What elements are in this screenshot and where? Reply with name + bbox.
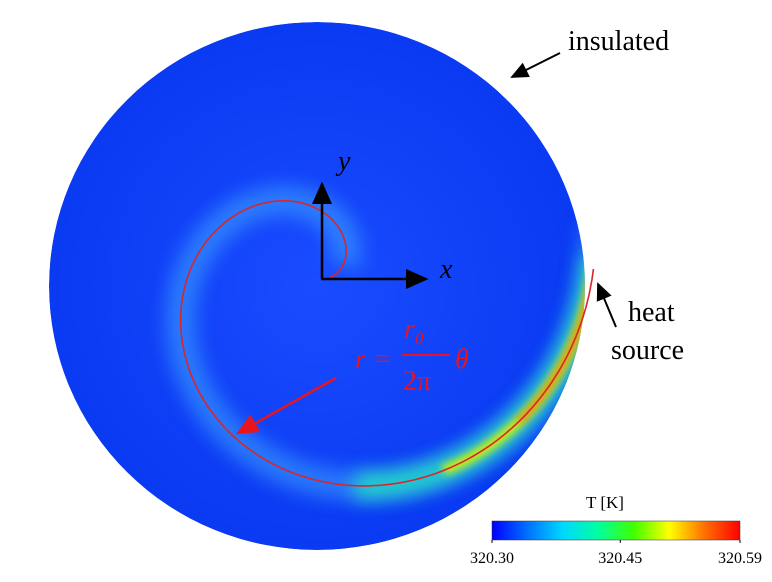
heat-label: heat — [628, 297, 675, 328]
heat-source-arrow — [596, 282, 617, 328]
spiral-path — [179, 200, 595, 487]
formula-lhs: r = — [355, 344, 392, 375]
colorbar-tick-label: 320.45 — [598, 550, 642, 567]
colorbar-title: T [K] — [586, 493, 624, 512]
formula-denominator: 2π — [403, 366, 431, 397]
colorbar-bar — [491, 520, 741, 541]
formula-numerator: r₀ — [404, 314, 425, 345]
insulated-label: insulated — [568, 26, 669, 57]
colorbar-tick-label: 320.59 — [718, 550, 762, 567]
source-label: source — [611, 335, 684, 366]
disk — [49, 22, 585, 550]
colorbar: 320.30 320.45 320.59 — [470, 520, 762, 567]
temperature-field — [49, 22, 585, 550]
x-label: x — [439, 254, 453, 285]
formula-arrow — [235, 376, 337, 435]
colorbar-tick-label: 320.30 — [470, 550, 514, 567]
y-label: y — [335, 146, 351, 177]
insulated-arrow — [510, 52, 561, 78]
formula-variable: θ — [455, 344, 469, 375]
